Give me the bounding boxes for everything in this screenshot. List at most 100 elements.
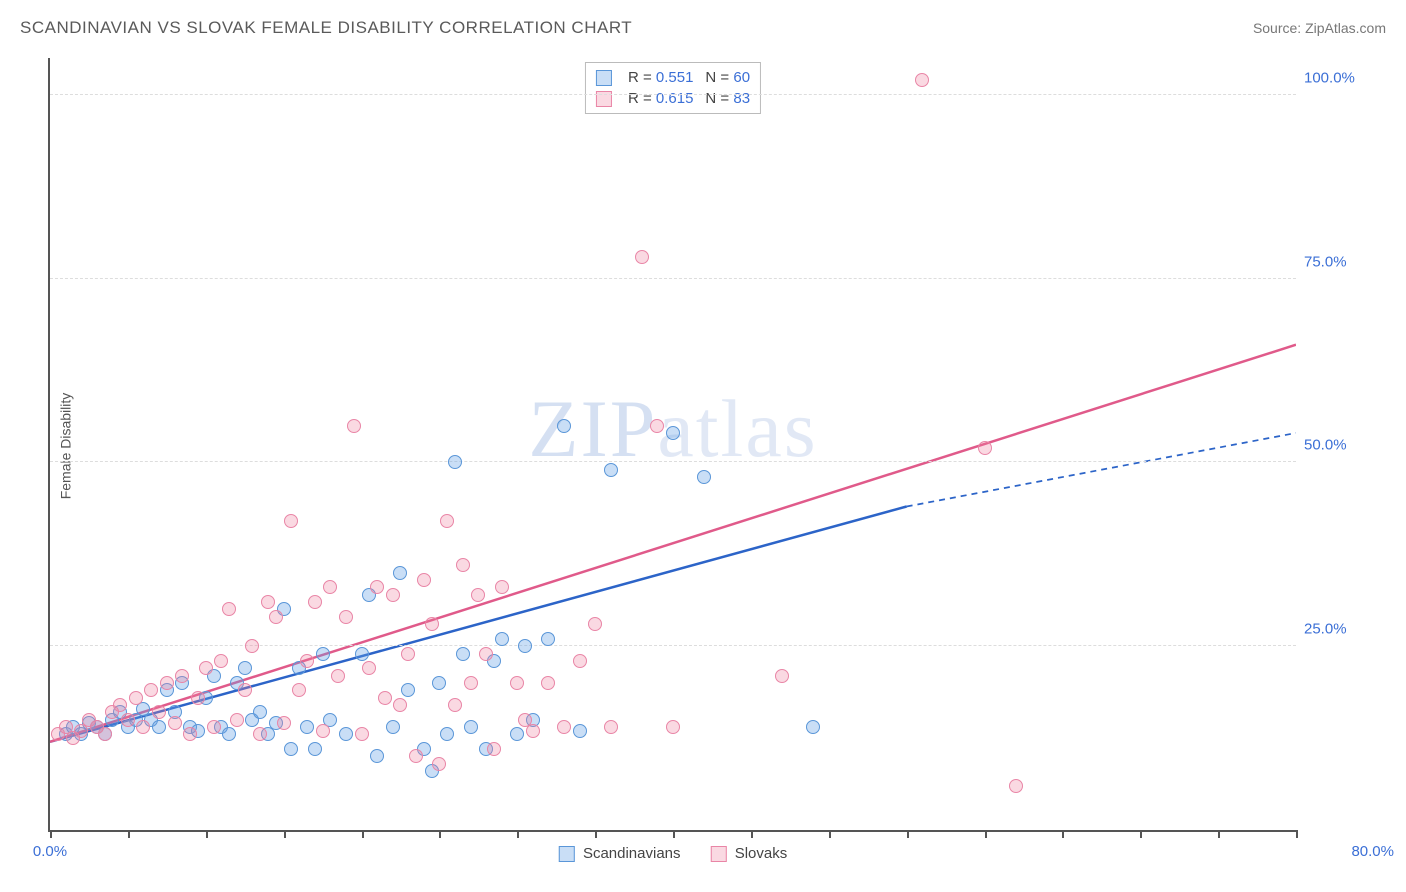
- scatter-point: [432, 676, 446, 690]
- y-tick-label: 50.0%: [1304, 437, 1394, 454]
- scatter-point: [806, 720, 820, 734]
- scatter-point: [191, 691, 205, 705]
- x-tick: [1296, 830, 1298, 838]
- scatter-point: [541, 632, 555, 646]
- x-tick: [1140, 830, 1142, 838]
- scatter-point: [573, 724, 587, 738]
- scatter-point: [222, 727, 236, 741]
- scatter-point: [495, 632, 509, 646]
- scatter-point: [183, 727, 197, 741]
- legend-series-item: Scandinavians: [559, 845, 681, 862]
- scatter-point: [175, 669, 189, 683]
- scatter-point: [510, 727, 524, 741]
- scatter-point: [152, 720, 166, 734]
- gridline: [50, 278, 1296, 279]
- scatter-point: [261, 595, 275, 609]
- legend-n-value: 60: [733, 69, 750, 86]
- chart-header: SCANDINAVIAN VS SLOVAK FEMALE DISABILITY…: [0, 0, 1406, 42]
- scatter-point: [253, 705, 267, 719]
- legend-n-label: N = 60: [705, 69, 750, 86]
- legend-n-label: N = 83: [705, 90, 750, 107]
- x-tick: [362, 830, 364, 838]
- legend-swatch-icon: [711, 846, 727, 862]
- x-tick: [673, 830, 675, 838]
- x-tick: [1062, 830, 1064, 838]
- legend-r-value: 0.551: [656, 69, 694, 86]
- x-tick: [50, 830, 52, 838]
- scatter-point: [417, 573, 431, 587]
- scatter-point: [269, 610, 283, 624]
- scatter-point: [323, 580, 337, 594]
- scatter-point: [650, 419, 664, 433]
- scatter-point: [222, 602, 236, 616]
- legend-series-label: Slovaks: [735, 845, 788, 862]
- scatter-point: [121, 713, 135, 727]
- x-tick: [985, 830, 987, 838]
- scatter-point: [464, 676, 478, 690]
- scatter-point: [113, 698, 127, 712]
- scatter-point: [915, 73, 929, 87]
- scatter-point: [393, 566, 407, 580]
- scatter-point: [409, 749, 423, 763]
- scatter-point: [331, 669, 345, 683]
- legend-series-label: Scandinavians: [583, 845, 681, 862]
- scatter-point: [425, 617, 439, 631]
- scatter-point: [440, 727, 454, 741]
- scatter-chart: ZIPatlas R = 0.551 N = 60 R = 0.615 N = …: [48, 58, 1296, 832]
- x-tick: [517, 830, 519, 838]
- scatter-point: [518, 639, 532, 653]
- scatter-point: [1009, 779, 1023, 793]
- gridline: [50, 94, 1296, 95]
- scatter-point: [316, 647, 330, 661]
- x-tick: [439, 830, 441, 838]
- scatter-point: [510, 676, 524, 690]
- scatter-point: [238, 661, 252, 675]
- scatter-point: [355, 647, 369, 661]
- scatter-point: [448, 455, 462, 469]
- x-tick: [751, 830, 753, 838]
- scatter-point: [355, 727, 369, 741]
- scatter-point: [588, 617, 602, 631]
- x-tick-label: 80.0%: [1351, 843, 1394, 860]
- scatter-point: [456, 558, 470, 572]
- scatter-point: [495, 580, 509, 594]
- scatter-point: [393, 698, 407, 712]
- scatter-point: [697, 470, 711, 484]
- gridline: [50, 645, 1296, 646]
- legend-stats-box: R = 0.551 N = 60 R = 0.615 N = 83: [585, 62, 761, 114]
- legend-series-item: Slovaks: [711, 845, 788, 862]
- legend-swatch-icon: [596, 70, 612, 86]
- scatter-point: [238, 683, 252, 697]
- scatter-point: [440, 514, 454, 528]
- chart-source: Source: ZipAtlas.com: [1253, 20, 1386, 36]
- scatter-point: [978, 441, 992, 455]
- scatter-point: [378, 691, 392, 705]
- scatter-point: [339, 610, 353, 624]
- scatter-point: [347, 419, 361, 433]
- scatter-point: [666, 720, 680, 734]
- x-tick: [907, 830, 909, 838]
- scatter-point: [300, 720, 314, 734]
- scatter-point: [432, 757, 446, 771]
- scatter-point: [129, 691, 143, 705]
- scatter-point: [386, 720, 400, 734]
- scatter-point: [308, 742, 322, 756]
- scatter-point: [168, 716, 182, 730]
- x-tick: [1218, 830, 1220, 838]
- x-tick: [128, 830, 130, 838]
- x-tick: [595, 830, 597, 838]
- scatter-point: [144, 683, 158, 697]
- y-tick-label: 100.0%: [1304, 69, 1394, 86]
- scatter-point: [160, 676, 174, 690]
- scatter-point: [526, 724, 540, 738]
- y-tick-label: 25.0%: [1304, 621, 1394, 638]
- legend-series-box: Scandinavians Slovaks: [559, 845, 787, 862]
- legend-swatch-icon: [559, 846, 575, 862]
- legend-n-value: 83: [733, 90, 750, 107]
- scatter-point: [666, 426, 680, 440]
- scatter-point: [300, 654, 314, 668]
- scatter-point: [401, 647, 415, 661]
- scatter-point: [487, 742, 501, 756]
- scatter-point: [277, 716, 291, 730]
- scatter-point: [775, 669, 789, 683]
